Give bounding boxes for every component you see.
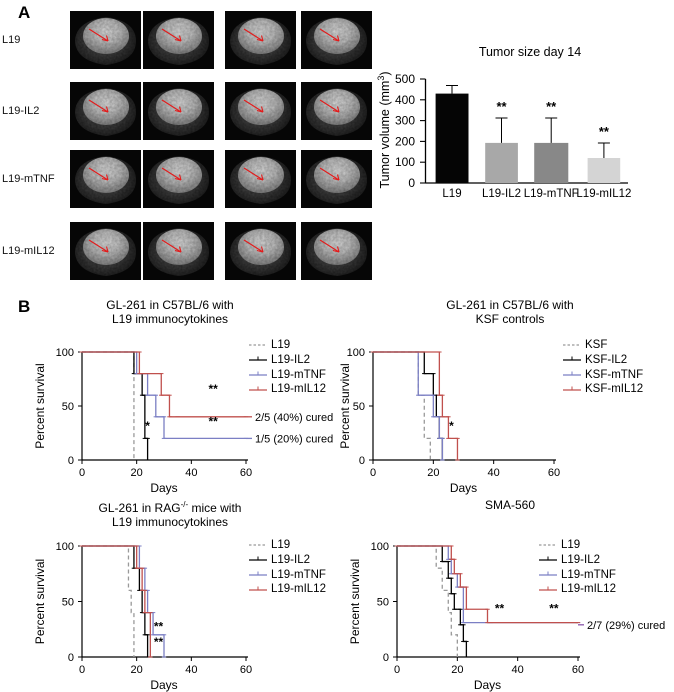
svg-text:40: 40 [512, 664, 524, 676]
svg-text:100: 100 [371, 541, 389, 553]
svg-text:40: 40 [185, 664, 197, 676]
svg-text:0: 0 [408, 176, 415, 190]
svg-text:40: 40 [185, 467, 197, 479]
svg-text:100: 100 [395, 155, 415, 169]
svg-text:Days: Days [150, 678, 177, 692]
svg-text:**: ** [495, 602, 505, 616]
svg-text:**: ** [546, 99, 557, 114]
svg-text:60: 60 [548, 467, 560, 479]
svg-text:100: 100 [56, 541, 74, 553]
svg-text:0: 0 [68, 652, 74, 664]
svg-text:**: ** [496, 99, 507, 114]
svg-text:0: 0 [383, 652, 389, 664]
svg-text:40: 40 [488, 467, 500, 479]
svg-text:60: 60 [572, 664, 584, 676]
svg-text:100: 100 [347, 347, 365, 359]
svg-text:300: 300 [395, 114, 415, 128]
svg-text:2/5 (40%) cured: 2/5 (40%) cured [255, 412, 333, 424]
svg-text:**: ** [154, 619, 164, 633]
svg-text:20: 20 [427, 467, 439, 479]
svg-text:100: 100 [56, 347, 74, 359]
svg-text:20: 20 [131, 467, 143, 479]
svg-text:0: 0 [79, 467, 85, 479]
svg-text:**: ** [209, 382, 219, 396]
svg-text:**: ** [209, 414, 219, 428]
svg-text:Percent survival: Percent survival [348, 559, 362, 644]
svg-text:L19-mIL12: L19-mIL12 [576, 188, 631, 200]
svg-text:50: 50 [62, 401, 74, 413]
svg-text:Days: Days [450, 481, 477, 495]
svg-text:0: 0 [79, 664, 85, 676]
svg-text:0: 0 [68, 455, 74, 467]
svg-text:2/7 (29%) cured: 2/7 (29%) cured [587, 620, 665, 632]
svg-text:Percent survival: Percent survival [33, 363, 47, 448]
svg-text:L19-IL2: L19-IL2 [482, 188, 521, 200]
svg-text:0: 0 [359, 455, 365, 467]
svg-text:50: 50 [353, 401, 365, 413]
svg-text:L19-mTNF: L19-mTNF [524, 188, 579, 200]
svg-text:60: 60 [240, 664, 252, 676]
svg-text:1/5 (20%) cured: 1/5 (20%) cured [255, 433, 333, 445]
svg-text:60: 60 [240, 467, 252, 479]
svg-text:Tumor volume (mm3): Tumor volume (mm3) [376, 71, 392, 188]
svg-text:400: 400 [395, 93, 415, 107]
svg-text:20: 20 [451, 664, 463, 676]
svg-text:Days: Days [150, 481, 177, 495]
svg-text:*: * [145, 419, 150, 433]
svg-text:**: ** [154, 635, 164, 649]
svg-text:**: ** [599, 124, 610, 139]
svg-text:50: 50 [62, 597, 74, 609]
svg-text:50: 50 [377, 597, 389, 609]
svg-text:0: 0 [370, 467, 376, 479]
svg-text:Percent survival: Percent survival [340, 363, 352, 448]
svg-text:**: ** [549, 602, 559, 616]
svg-text:L19: L19 [442, 188, 461, 200]
svg-text:500: 500 [395, 72, 415, 86]
svg-text:Days: Days [474, 678, 501, 692]
svg-text:20: 20 [131, 664, 143, 676]
svg-text:0: 0 [394, 664, 400, 676]
svg-text:Percent survival: Percent survival [33, 559, 47, 644]
svg-text:200: 200 [395, 134, 415, 148]
svg-text:*: * [449, 419, 454, 433]
